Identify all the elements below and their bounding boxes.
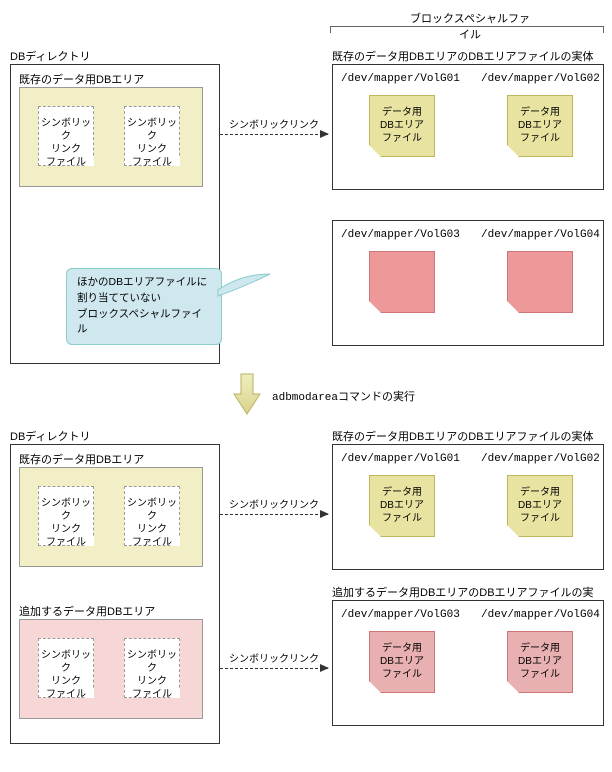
symlink-file: シンボリック リンク ファイル (38, 106, 94, 166)
process-arrow-icon (232, 372, 262, 416)
data-file-empty (369, 251, 435, 313)
symlink-file: シンボリック リンク ファイル (124, 106, 180, 166)
data-file-existing: データ用 DBエリア ファイル (507, 95, 573, 157)
df-l1: データ用 (520, 107, 560, 118)
symlink-l3: ファイル (132, 537, 172, 548)
symlink-l3: ファイル (46, 689, 86, 700)
df-l1: データ用 (382, 487, 422, 498)
dev-path-2: /dev/mapper/VolG02 (481, 453, 600, 465)
data-file-empty (507, 251, 573, 313)
data-file-new: データ用 DBエリア ファイル (369, 631, 435, 693)
existing-entity-title-lower: 既存のデータ用DBエリアのDBエリアファイルの実体 (332, 428, 594, 444)
df-l1: データ用 (382, 107, 422, 118)
dev-path-4: /dev/mapper/VolG04 (481, 229, 600, 241)
symlink-file: シンボリック リンク ファイル (124, 638, 180, 698)
data-file-existing: データ用 DBエリア ファイル (507, 475, 573, 537)
existing-entity-title-upper: 既存のデータ用DBエリアのDBエリアファイルの実体 (332, 48, 594, 64)
entity-box-l2: /dev/mapper/VolG03 /dev/mapper/VolG04 デー… (332, 600, 604, 726)
callout-l1: ほかのDBエリアファイルに (77, 276, 207, 288)
symlink-l1: シンボリック (127, 498, 177, 522)
symlink-file: シンボリック リンク ファイル (38, 638, 94, 698)
df-l1: データ用 (382, 643, 422, 654)
dashed-arrow-l2 (220, 668, 328, 669)
symlink-arrow-label-l2: シンボリックリンク (224, 650, 324, 665)
symlink-l2: リンク (51, 524, 81, 535)
callout-tail (216, 272, 276, 302)
dashed-arrow-l1 (220, 514, 328, 515)
db-dir-box-lower: 既存のデータ用DBエリア シンボリック リンク ファイル シンボリック リンク … (10, 444, 220, 744)
df-l2: DBエリア (518, 120, 562, 131)
new-area-title: 追加するデータ用DBエリア (19, 603, 155, 619)
df-l3: ファイル (382, 669, 422, 680)
df-l2: DBエリア (380, 656, 424, 667)
data-file-existing: データ用 DBエリア ファイル (369, 475, 435, 537)
symlink-arrow-label-u1: シンボリックリンク (224, 116, 324, 131)
df-l3: ファイル (382, 133, 422, 144)
df-l2: DBエリア (518, 656, 562, 667)
new-db-area: シンボリック リンク ファイル シンボリック リンク ファイル (19, 619, 203, 719)
cmd-label: adbmodareaコマンドの実行 (272, 388, 415, 404)
symlink-l1: シンボリック (41, 650, 91, 674)
df-l2: DBエリア (518, 500, 562, 511)
data-file-existing: データ用 DBエリア ファイル (369, 95, 435, 157)
dev-path-4: /dev/mapper/VolG04 (481, 609, 600, 621)
symlink-file: シンボリック リンク ファイル (124, 486, 180, 546)
dev-path-3: /dev/mapper/VolG03 (341, 609, 460, 621)
symlink-l1: シンボリック (127, 650, 177, 674)
symlink-l3: ファイル (132, 157, 172, 168)
existing-db-area-lower: シンボリック リンク ファイル シンボリック リンク ファイル (19, 467, 203, 567)
symlink-l1: シンボリック (127, 118, 177, 142)
dev-path-3: /dev/mapper/VolG03 (341, 229, 460, 241)
symlink-l2: リンク (137, 524, 167, 535)
dev-path-1: /dev/mapper/VolG01 (341, 73, 460, 85)
callout-l3: ブロックスペシャルファイル (77, 308, 202, 336)
entity-box-u1: /dev/mapper/VolG01 /dev/mapper/VolG02 デー… (332, 64, 604, 190)
symlink-l2: リンク (137, 676, 167, 687)
top-bracket (330, 26, 604, 31)
df-l1: データ用 (520, 487, 560, 498)
entity-box-u2: /dev/mapper/VolG03 /dev/mapper/VolG04 (332, 220, 604, 346)
dev-path-1: /dev/mapper/VolG01 (341, 453, 460, 465)
df-l3: ファイル (520, 669, 560, 680)
entity-box-l1: /dev/mapper/VolG01 /dev/mapper/VolG02 デー… (332, 444, 604, 570)
dashed-arrow-u1 (220, 134, 328, 135)
existing-area-title-lower: 既存のデータ用DBエリア (19, 451, 144, 467)
symlink-l3: ファイル (132, 689, 172, 700)
symlink-l1: シンボリック (41, 498, 91, 522)
df-l3: ファイル (382, 513, 422, 524)
callout-bubble: ほかのDBエリアファイルに 割り当てていない ブロックスペシャルファイル (66, 268, 222, 345)
callout-l2: 割り当てていない (77, 292, 161, 304)
df-l2: DBエリア (380, 500, 424, 511)
existing-db-area-upper: シンボリック リンク ファイル シンボリック リンク ファイル (19, 87, 203, 187)
symlink-l3: ファイル (46, 157, 86, 168)
symlink-l1: シンボリック (41, 118, 91, 142)
df-l3: ファイル (520, 513, 560, 524)
symlink-file: シンボリック リンク ファイル (38, 486, 94, 546)
df-l3: ファイル (520, 133, 560, 144)
symlink-l2: リンク (51, 144, 81, 155)
dev-path-2: /dev/mapper/VolG02 (481, 73, 600, 85)
db-dir-label-upper: DBディレクトリ (10, 48, 91, 64)
symlink-l3: ファイル (46, 537, 86, 548)
existing-area-title-upper: 既存のデータ用DBエリア (19, 71, 144, 87)
db-dir-label-lower: DBディレクトリ (10, 428, 91, 444)
df-l2: DBエリア (380, 120, 424, 131)
symlink-arrow-label-l1: シンボリックリンク (224, 496, 324, 511)
data-file-new: データ用 DBエリア ファイル (507, 631, 573, 693)
symlink-l2: リンク (137, 144, 167, 155)
symlink-l2: リンク (51, 676, 81, 687)
df-l1: データ用 (520, 643, 560, 654)
